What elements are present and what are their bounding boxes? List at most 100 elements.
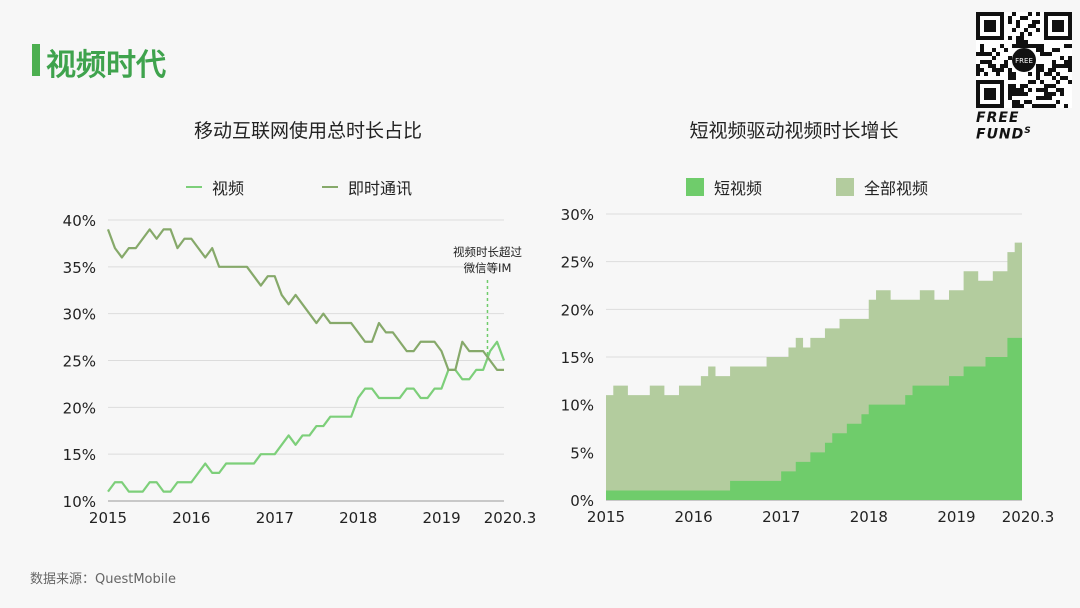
qr-module <box>1028 88 1032 92</box>
qr-module <box>1024 28 1028 32</box>
area-short-video <box>606 337 1022 500</box>
qr-module <box>1028 32 1032 36</box>
qr-module <box>1032 104 1036 108</box>
y-tick-label: 30% <box>63 306 96 324</box>
qr-module <box>980 48 984 52</box>
qr-module <box>1052 92 1056 96</box>
qr-module <box>1064 76 1068 80</box>
qr-module <box>1060 64 1064 68</box>
qr-logo <box>1012 48 1036 72</box>
qr-module <box>1016 36 1020 40</box>
qr-module <box>984 72 988 76</box>
qr-module <box>988 52 992 56</box>
left-legend-im: 即时通讯 <box>322 175 412 199</box>
x-tick-label: 2018 <box>850 508 888 526</box>
qr-module <box>1020 36 1024 40</box>
qr-module <box>1004 60 1008 64</box>
x-tick-label: 2016 <box>172 509 210 527</box>
x-tick-label: 2020.3 <box>484 509 537 527</box>
qr-module <box>1012 100 1016 104</box>
x-tick-label: 2019 <box>423 509 461 527</box>
qr-module <box>1044 96 1048 100</box>
qr-module <box>980 68 984 72</box>
qr-module <box>1020 32 1024 36</box>
qr-module <box>1044 84 1048 88</box>
line-im <box>106 228 504 371</box>
qr-module <box>1064 60 1068 64</box>
qr-module <box>1056 88 1060 92</box>
qr-module <box>1028 80 1032 84</box>
qr-module <box>1048 104 1052 108</box>
qr-logo-text: FREE <box>1015 57 1033 65</box>
legend-box-icon <box>686 178 704 196</box>
qr-module <box>1008 16 1012 20</box>
qr-module <box>992 64 996 68</box>
x-tick-label: 2020.3 <box>1002 508 1055 526</box>
qr-module <box>984 60 988 64</box>
qr-module <box>1048 96 1052 100</box>
qr-module <box>1024 16 1028 20</box>
qr-finder <box>984 20 996 32</box>
qr-module <box>1052 84 1056 88</box>
qr-module <box>996 72 1000 76</box>
qr-module <box>1012 28 1016 32</box>
qr-module <box>1036 76 1040 80</box>
y-tick-label: 10% <box>561 397 594 415</box>
annotation-text: 微信等IM <box>464 261 512 275</box>
title-accent-bar <box>32 44 40 76</box>
brand-name: FREE FUNDS <box>976 110 1080 143</box>
data-source: 数据来源：QuestMobile <box>30 572 176 587</box>
qr-module <box>1008 72 1012 76</box>
qr-module <box>1020 104 1024 108</box>
y-tick-label: 15% <box>561 349 594 367</box>
qr-module <box>1048 92 1052 96</box>
qr-code[interactable]: FREE <box>976 12 1072 108</box>
left-line-chart: 10% 15% 20% 25% 30% 35% 40% 2015 2016 2017 2018 201… <box>63 212 537 527</box>
qr-module <box>1016 24 1020 28</box>
qr-module <box>1044 72 1048 76</box>
qr-module <box>1068 68 1072 72</box>
qr-module <box>1052 64 1056 68</box>
qr-module <box>1028 12 1032 16</box>
legend-label: 全部视频 <box>864 179 929 198</box>
qr-module <box>980 60 984 64</box>
qr-module <box>1016 104 1020 108</box>
qr-module <box>976 64 980 68</box>
qr-module <box>1040 88 1044 92</box>
y-tick-label: 10% <box>63 493 96 511</box>
qr-module <box>1040 80 1044 84</box>
qr-module <box>980 44 984 48</box>
qr-module <box>1048 84 1052 88</box>
qr-module <box>1036 48 1040 52</box>
y-tick-label: 5% <box>570 444 594 462</box>
qr-module <box>1040 52 1044 56</box>
y-tick-label: 15% <box>63 446 96 464</box>
x-tick-label: 2018 <box>339 509 377 527</box>
qr-module <box>1048 52 1052 56</box>
qr-code-graphic: FREE <box>976 12 1072 108</box>
qr-module <box>1052 68 1056 72</box>
left-legend-video: 视频 <box>186 175 244 199</box>
y-tick-label: 20% <box>561 301 594 319</box>
left-chart-title: 移动互联网使用总时长占比 <box>193 120 422 142</box>
qr-module <box>1000 68 1004 72</box>
legend-line-icon <box>186 186 202 188</box>
line-video <box>107 340 506 493</box>
qr-module <box>1024 92 1028 96</box>
qr-module <box>1012 84 1016 88</box>
qr-module <box>984 52 988 56</box>
qr-module <box>1036 68 1040 72</box>
qr-module <box>1068 44 1072 48</box>
qr-module <box>1012 72 1016 76</box>
qr-module <box>1044 92 1048 96</box>
qr-module <box>1012 104 1016 108</box>
qr-module <box>1032 24 1036 28</box>
qr-module <box>1020 92 1024 96</box>
qr-module <box>1044 104 1048 108</box>
page-title: 视频时代 <box>46 48 166 83</box>
qr-module <box>1036 28 1040 32</box>
brand-sup: S <box>1024 126 1032 136</box>
qr-module <box>1036 44 1040 48</box>
qr-module <box>1056 72 1060 76</box>
qr-module <box>1008 92 1012 96</box>
